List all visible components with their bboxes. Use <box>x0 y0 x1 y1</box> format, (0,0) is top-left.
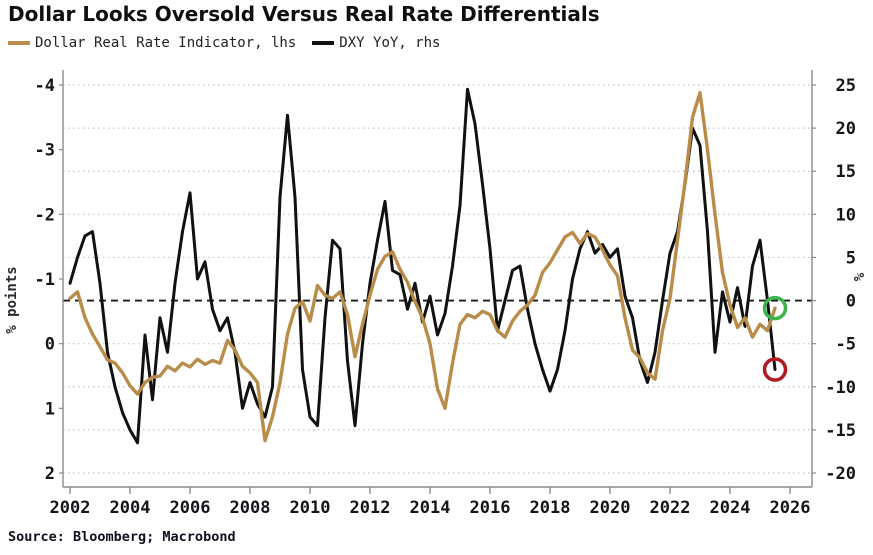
black-line-swatch-icon <box>312 40 335 46</box>
legend-item-dxy-yoy: DXY YoY, rhs <box>312 35 440 51</box>
x-tick-label: 2022 <box>650 498 691 518</box>
x-tick-label: 2004 <box>110 498 151 518</box>
gridlines <box>63 84 812 474</box>
right-tick-label: 0 <box>846 292 856 312</box>
series-lines <box>68 87 777 445</box>
left-tick-label: -4 <box>35 76 55 96</box>
legend-label: DXY YoY, rhs <box>339 35 441 51</box>
legend-item-dollar-real-rate: Dollar Real Rate Indicator, lhs <box>8 35 296 51</box>
right-tick-label: 15 <box>836 162 856 182</box>
x-tick-label: 2016 <box>470 498 511 518</box>
right-tick-label: -10 <box>825 378 856 398</box>
gold-line-swatch-icon <box>8 40 30 46</box>
right-tick-label: 5 <box>846 248 856 268</box>
left-tick-label: 0 <box>45 335 55 355</box>
x-tick-label: 2002 <box>50 498 91 518</box>
left-tick-label: -2 <box>35 205 55 225</box>
legend-label: Dollar Real Rate Indicator, lhs <box>35 35 297 51</box>
source-attribution: Source: Bloomberg; Macrobond <box>8 529 236 545</box>
green-circle-annotation <box>762 295 788 321</box>
right-tick-label: 25 <box>836 76 856 96</box>
left-tick-label: -3 <box>35 141 55 161</box>
chart-legend: Dollar Real Rate Indicator, lhs DXY YoY,… <box>8 35 440 51</box>
x-tick-label: 2012 <box>350 498 391 518</box>
right-tick-label: -20 <box>825 464 856 484</box>
right-axis-label: % <box>852 272 868 281</box>
left-axis-label: % points <box>4 266 20 333</box>
series-dxy-yoy-line <box>68 87 777 445</box>
right-tick-label: 20 <box>836 119 856 139</box>
chart-title: Dollar Looks Oversold Versus Real Rate D… <box>8 2 600 26</box>
right-tick-label: -5 <box>836 335 856 355</box>
x-tick-label: 2024 <box>710 498 751 518</box>
series-dollar-real-rate-line <box>68 91 777 443</box>
left-tick-label: -1 <box>35 270 55 290</box>
x-tick-label: 2010 <box>290 498 331 518</box>
left-tick-label: 2 <box>45 464 55 484</box>
annotations <box>762 295 788 382</box>
red-circle-annotation <box>762 357 788 382</box>
x-tick-label: 2020 <box>590 498 631 518</box>
right-tick-label: -15 <box>825 421 856 441</box>
x-tick-label: 2018 <box>530 498 571 518</box>
left-tick-label: 1 <box>45 399 55 419</box>
x-tick-label: 2006 <box>170 498 211 518</box>
right-tick-label: 10 <box>836 205 856 225</box>
x-tick-label: 2026 <box>770 498 811 518</box>
x-tick-label: 2014 <box>410 498 451 518</box>
x-tick-label: 2008 <box>230 498 271 518</box>
